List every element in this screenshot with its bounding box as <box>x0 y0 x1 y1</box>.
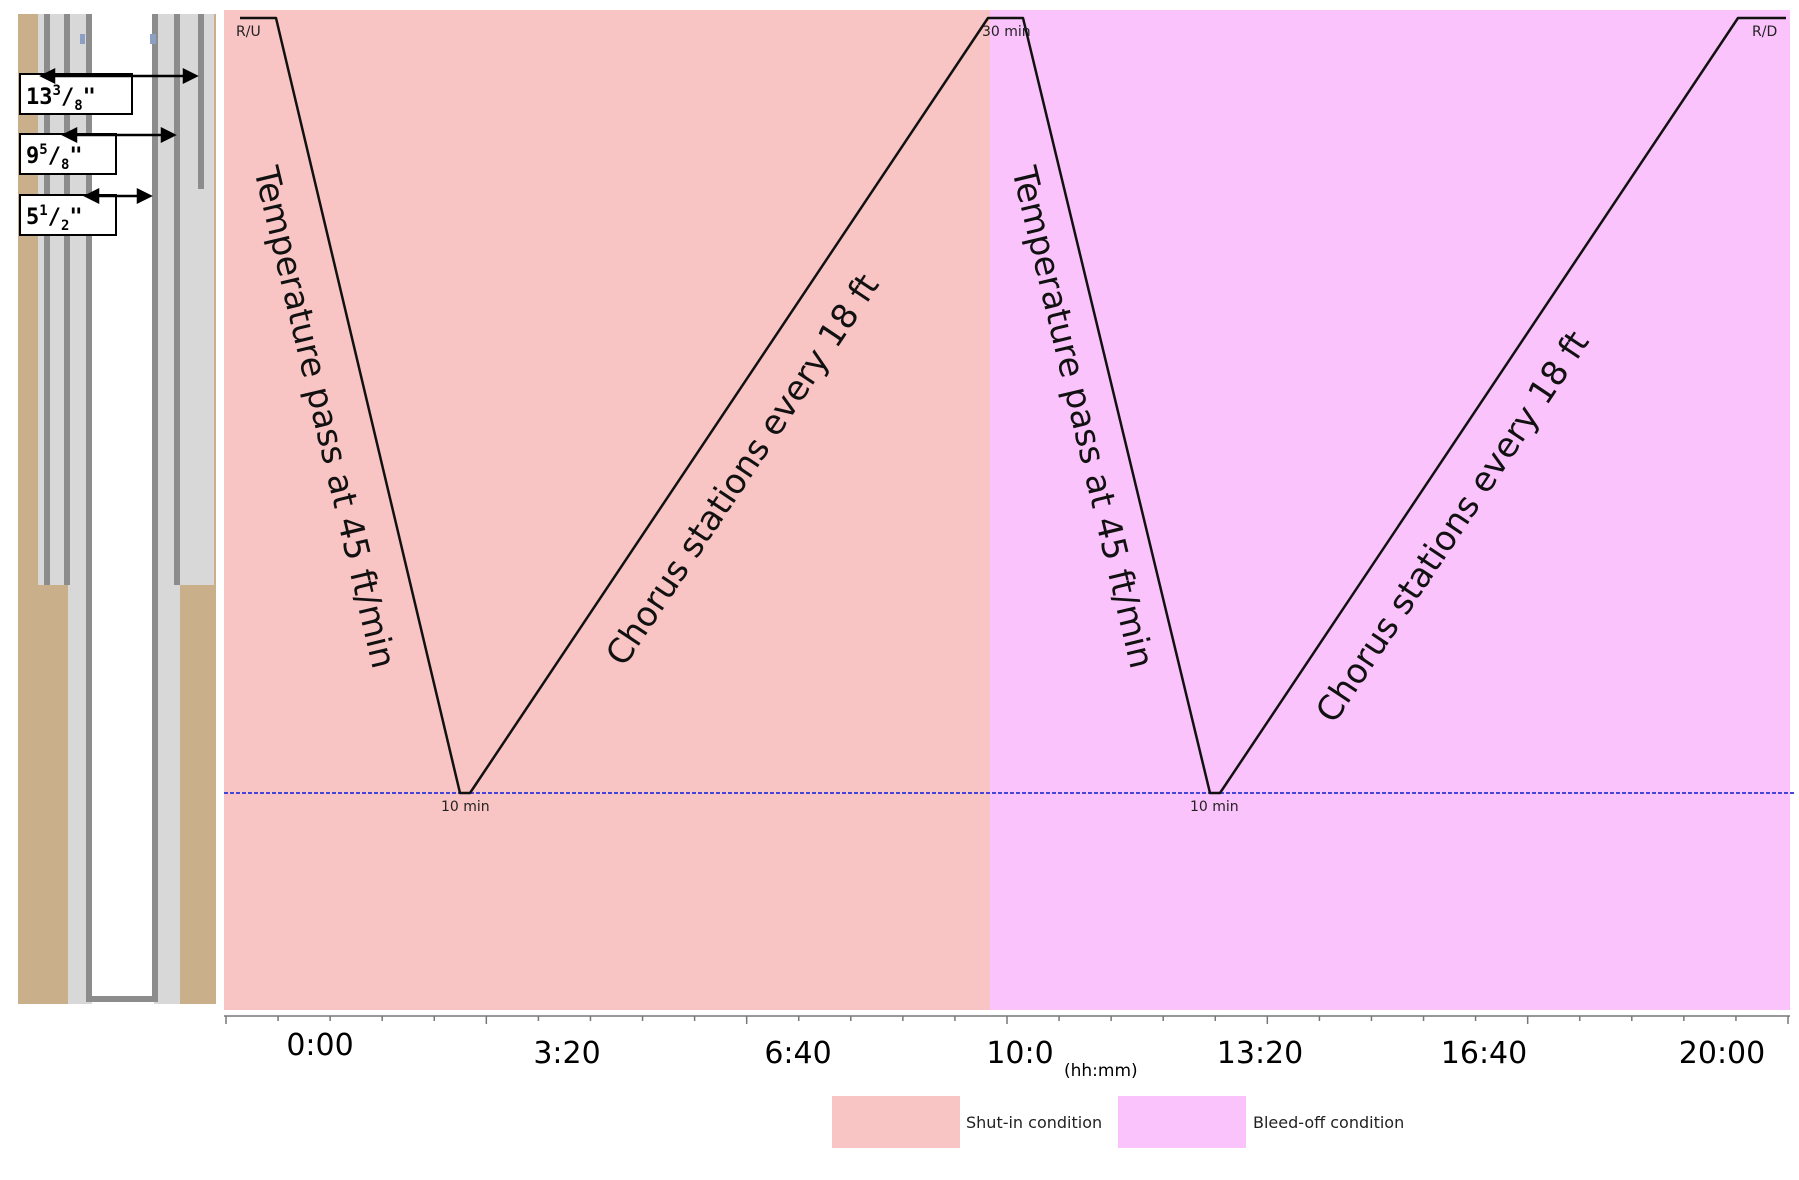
marker-bottom-first: 10 min <box>441 799 490 815</box>
marker-start: R/U <box>236 24 261 40</box>
svg-text:51/2": 51/2" <box>26 203 83 234</box>
casing-outer-left-wall <box>44 14 50 585</box>
casing-label-5-1-2: 51/2" <box>19 194 117 236</box>
tool-depth-profile <box>240 16 1786 795</box>
axis-tick-label: 6:40 <box>764 1036 831 1071</box>
marker-top-mid: 30 min <box>982 24 1031 40</box>
legend-label-bleed-off: Bleed-off condition <box>1253 1113 1404 1132</box>
axis-unit: (hh:mm) <box>1064 1061 1138 1081</box>
casing-diameter-arrows <box>39 67 199 205</box>
tool-marker-right <box>150 34 156 44</box>
casing-inner-left-wall <box>86 14 92 998</box>
legend-swatch-bleed-off <box>1118 1096 1246 1148</box>
casing-inner-right-wall <box>152 14 158 998</box>
legend: Shut-in condition Bleed-off condition <box>832 1096 1404 1148</box>
svg-text:133/8": 133/8" <box>26 83 96 114</box>
legend-swatch-shut-in <box>832 1096 960 1148</box>
casing-outer-right-wall <box>198 14 204 189</box>
casing-label-9-5-8: 95/8" <box>19 133 117 175</box>
wellbore-interior <box>92 14 154 1004</box>
casing-middle-left-wall <box>64 14 70 585</box>
casing-middle-right-wall <box>174 14 180 585</box>
axis-tick-label: 13:20 <box>1217 1036 1303 1071</box>
marker-end: R/D <box>1752 24 1777 40</box>
shut-in-panel <box>224 10 990 1010</box>
casing-shoe <box>86 996 158 1002</box>
axis-tick-label: 16:40 <box>1441 1036 1527 1071</box>
svg-text:95/8": 95/8" <box>26 142 83 173</box>
wellbore-schematic: 133/8" 95/8" 51/2" <box>18 14 216 1004</box>
casing-label-13-3-8: 133/8" <box>19 73 133 115</box>
time-axis: 0:00 3:20 6:40 10:0 13:20 16:40 20:00 (h… <box>224 1015 1790 1081</box>
legend-label-shut-in: Shut-in condition <box>966 1113 1102 1132</box>
axis-tick-label: 20:00 <box>1679 1036 1765 1071</box>
axis-tick-label: 3:20 <box>533 1036 600 1071</box>
axis-minor-ticks <box>225 1016 1789 1024</box>
tool-marker-left <box>80 34 85 44</box>
bleed-off-panel <box>990 10 1790 1010</box>
marker-bottom-second: 10 min <box>1190 799 1239 815</box>
axis-tick-label: 0:00 <box>286 1028 353 1063</box>
axis-tick-label: 10:0 <box>986 1036 1053 1071</box>
